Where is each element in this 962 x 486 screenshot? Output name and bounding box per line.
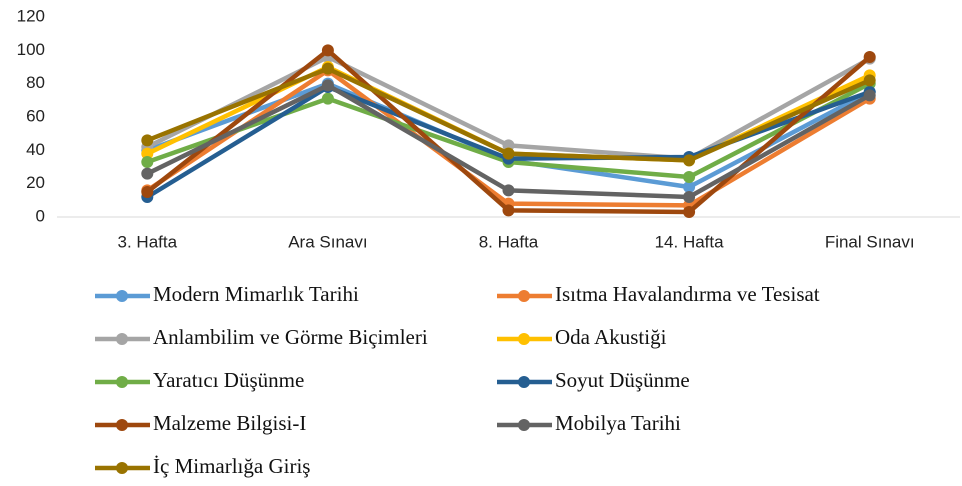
point <box>863 74 876 87</box>
point <box>321 92 334 105</box>
legend-marker <box>116 462 128 474</box>
legend-label: Malzeme Bilgisi-I <box>153 411 306 435</box>
y-tick-label: 80 <box>26 73 45 92</box>
point <box>683 191 696 203</box>
legend-label: İç Mimarlığa Giriş <box>153 454 310 478</box>
legend-label: Modern Mimarlık Tarihi <box>153 282 359 306</box>
legend-label: Soyut Düşünme <box>555 368 690 392</box>
legend-label: Isıtma Havalandırma ve Tesisat <box>555 282 820 306</box>
legend-label: Mobilya Tarihi <box>555 411 681 435</box>
x-tick-label: Ara Sınavı <box>288 232 367 251</box>
point <box>141 167 154 180</box>
x-tick-label: Final Sınavı <box>825 232 915 251</box>
point <box>863 51 876 63</box>
point <box>141 134 154 147</box>
point <box>321 79 334 92</box>
point <box>141 186 154 198</box>
y-tick-label: 0 <box>36 206 45 225</box>
legend-marker <box>518 290 530 302</box>
point <box>321 62 334 75</box>
point <box>141 156 154 168</box>
x-tick-label: 8. Hafta <box>479 232 539 251</box>
point <box>683 206 696 218</box>
point <box>683 181 696 193</box>
point <box>502 147 515 160</box>
point <box>141 147 154 160</box>
legend-marker <box>518 419 530 431</box>
point <box>502 139 515 152</box>
legend-marker <box>518 333 530 345</box>
point <box>321 44 334 57</box>
y-tick-label: 20 <box>26 173 45 192</box>
point <box>502 204 515 217</box>
point <box>863 89 876 102</box>
legend-marker <box>116 419 128 431</box>
legend-marker <box>116 333 128 345</box>
legend-marker <box>116 376 128 388</box>
legend-label: Oda Akustiği <box>555 325 667 349</box>
y-tick-label: 60 <box>26 106 45 125</box>
x-tick-label: 14. Hafta <box>655 232 725 251</box>
y-tick-label: 120 <box>17 6 45 25</box>
legend-marker <box>116 290 128 302</box>
point <box>683 171 696 183</box>
legend-label: Yaratıcı Düşünme <box>153 368 304 392</box>
y-tick-label: 40 <box>26 140 45 159</box>
legend-label: Anlambilim ve Görme Biçimleri <box>153 325 428 349</box>
legend-marker <box>518 376 530 388</box>
y-tick-label: 100 <box>17 40 45 59</box>
x-tick-label: 3. Hafta <box>118 232 178 251</box>
point <box>502 184 515 197</box>
point <box>683 154 696 167</box>
